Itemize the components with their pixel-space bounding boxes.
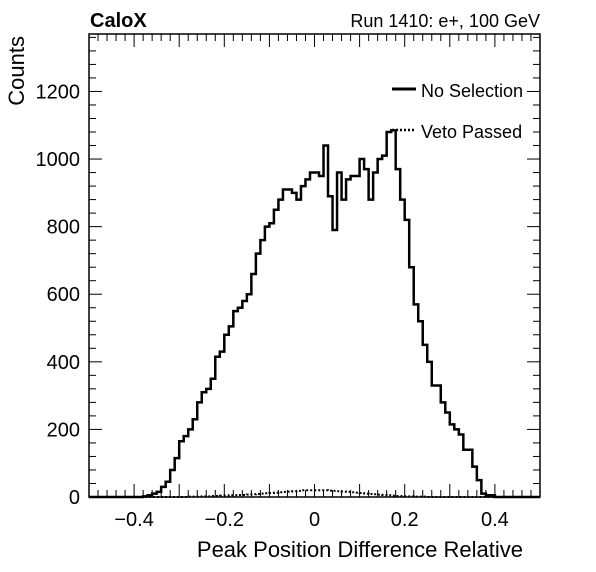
x-tick-label: 0.4: [481, 509, 509, 531]
x-axis-title: Peak Position Difference Relative: [197, 537, 523, 562]
plot-frame: [88, 33, 541, 498]
y-tick-label: 1000: [36, 149, 81, 171]
y-tick-label: 1200: [36, 81, 81, 103]
axis-ticks: [88, 34, 541, 498]
y-tick-label: 800: [47, 217, 80, 239]
y-tick-label: 200: [47, 419, 80, 441]
y-tick-label: 600: [47, 284, 80, 306]
x-tick-labels: −0.4 −0.2 0 0.2 0.4: [114, 509, 508, 531]
legend-label: Veto Passed: [421, 122, 522, 142]
x-tick-label: −0.4: [114, 509, 153, 531]
y-tick-label: 400: [47, 352, 80, 374]
series-veto-passed: [89, 489, 540, 498]
x-tick-label: 0.2: [391, 509, 419, 531]
series-no-selection: [89, 129, 540, 499]
y-tick-label: 0: [69, 487, 80, 509]
series-group: [89, 129, 540, 499]
x-tick-label: 0: [309, 509, 320, 531]
x-tick-label: −0.2: [205, 509, 244, 531]
y-axis-title: Counts: [4, 36, 29, 106]
y-tick-labels: 0 200 400 600 800 1000 1200: [36, 81, 81, 509]
run-label: Run 1410: e+, 100 GeV: [350, 11, 540, 31]
legend: No Selection Veto Passed: [392, 81, 523, 142]
legend-label: No Selection: [421, 81, 523, 101]
experiment-label: CaloX: [90, 10, 147, 32]
